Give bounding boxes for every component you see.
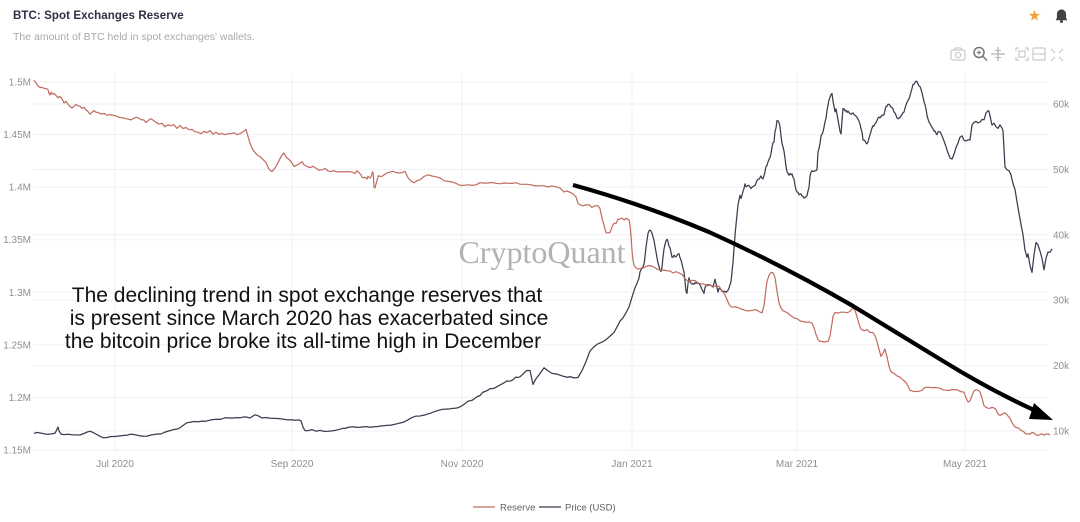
svg-text:Sep 2020: Sep 2020 (271, 459, 314, 470)
svg-text:1.15M: 1.15M (3, 446, 31, 457)
svg-text:Reserve: Reserve (500, 503, 535, 514)
svg-text:CryptoQuant: CryptoQuant (458, 234, 625, 270)
svg-text:1.25M: 1.25M (3, 340, 31, 351)
svg-text:60k: 60k (1053, 100, 1070, 111)
svg-text:10k: 10k (1053, 427, 1070, 438)
svg-text:1.3M: 1.3M (9, 288, 31, 299)
svg-text:The amount of BTC held in spot: The amount of BTC held in spot exchanges… (13, 31, 255, 43)
svg-text:50k: 50k (1053, 165, 1070, 176)
svg-text:Nov 2020: Nov 2020 (441, 459, 484, 470)
svg-text:1.4M: 1.4M (9, 183, 31, 194)
svg-text:1.2M: 1.2M (9, 393, 31, 404)
svg-text:Jul 2020: Jul 2020 (96, 459, 134, 470)
svg-text:The declining trend in spot ex: The declining trend in spot exchange res… (72, 284, 543, 307)
svg-text:Price (USD): Price (USD) (565, 503, 616, 514)
svg-text:Jan 2021: Jan 2021 (611, 459, 653, 470)
svg-text:40k: 40k (1053, 230, 1070, 241)
svg-text:30k: 30k (1053, 296, 1070, 307)
svg-text:1.45M: 1.45M (3, 130, 31, 141)
svg-text:the bitcoin price broke its al: the bitcoin price broke its all-time hig… (65, 330, 541, 353)
svg-text:May 2021: May 2021 (943, 459, 987, 470)
svg-text:1.35M: 1.35M (3, 235, 31, 246)
svg-text:BTC: Spot Exchanges Reserve: BTC: Spot Exchanges Reserve (13, 10, 184, 22)
svg-text:Mar 2021: Mar 2021 (776, 459, 819, 470)
svg-text:20k: 20k (1053, 361, 1070, 372)
svg-text:is present since March 2020 ha: is present since March 2020 has exacerba… (70, 307, 549, 330)
svg-text:1.5M: 1.5M (9, 78, 31, 89)
